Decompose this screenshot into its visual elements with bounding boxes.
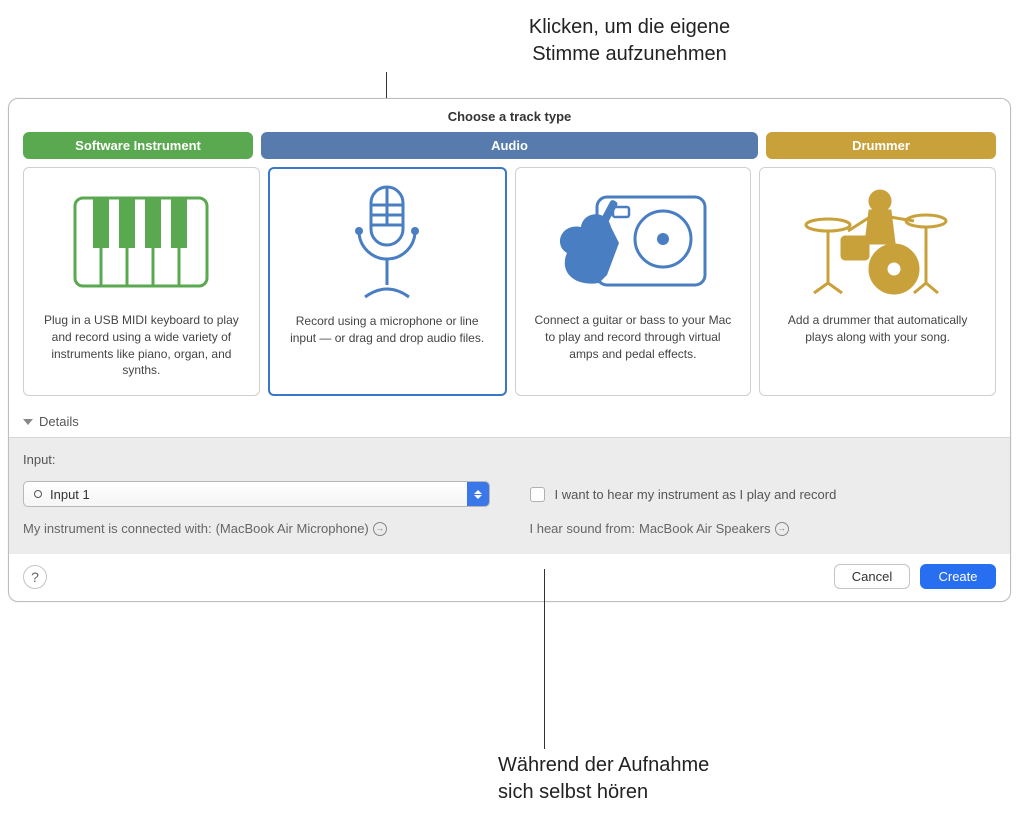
connected-device: (MacBook Air Microphone) [216, 521, 369, 536]
arrow-right-icon[interactable]: → [373, 522, 387, 536]
callout-top: Klicken, um die eigeneStimme aufzunehmen [340, 14, 919, 68]
card-software-desc: Plug in a USB MIDI keyboard to play and … [38, 312, 245, 379]
monitor-checkbox[interactable] [530, 487, 545, 502]
hear-prefix: I hear sound from: [530, 521, 636, 536]
hear-device: MacBook Air Speakers [639, 521, 771, 536]
input-select-value: Input 1 [50, 487, 90, 502]
microphone-icon [337, 183, 437, 303]
card-guitar-desc: Connect a guitar or bass to your Mac to … [530, 312, 737, 362]
keyboard-icon [71, 182, 211, 302]
monitor-label: I want to hear my instrument as I play a… [555, 487, 837, 502]
card-microphone[interactable]: Record using a microphone or line input … [268, 167, 507, 396]
tab-audio[interactable]: Audio [261, 132, 758, 159]
cancel-button[interactable]: Cancel [834, 564, 910, 589]
input-mono-icon [34, 490, 42, 498]
card-drummer-desc: Add a drummer that automatically plays a… [774, 312, 981, 346]
track-type-tabs: Software Instrument Audio Drummer [9, 132, 1010, 167]
arrow-right-icon[interactable]: → [775, 522, 789, 536]
drummer-icon [798, 182, 958, 302]
card-drummer[interactable]: Add a drummer that automatically plays a… [759, 167, 996, 396]
create-button[interactable]: Create [920, 564, 996, 589]
card-guitar[interactable]: Connect a guitar or bass to your Mac to … [515, 167, 752, 396]
stepper-icon [467, 482, 489, 506]
chevron-down-icon [23, 419, 33, 425]
help-button[interactable]: ? [23, 565, 47, 589]
input-label: Input: [23, 452, 490, 467]
details-panel: Input: Input 1 I want to hear my instrum… [9, 437, 1010, 554]
track-type-cards: Plug in a USB MIDI keyboard to play and … [9, 167, 1010, 408]
callout-line-bottom [544, 569, 545, 749]
tab-software-instrument[interactable]: Software Instrument [23, 132, 253, 159]
connected-prefix: My instrument is connected with: [23, 521, 212, 536]
tab-drummer[interactable]: Drummer [766, 132, 996, 159]
dialog-footer: ? Cancel Create [9, 554, 1010, 601]
monitor-checkbox-row[interactable]: I want to hear my instrument as I play a… [530, 481, 997, 507]
dialog-title: Choose a track type [9, 99, 1010, 132]
details-label: Details [39, 414, 79, 429]
card-software-instrument[interactable]: Plug in a USB MIDI keyboard to play and … [23, 167, 260, 396]
details-disclosure[interactable]: Details [9, 408, 1010, 437]
new-track-dialog: Choose a track type Software Instrument … [8, 98, 1011, 602]
input-select[interactable]: Input 1 [23, 481, 490, 507]
guitar-icon [553, 182, 713, 302]
card-microphone-desc: Record using a microphone or line input … [284, 313, 491, 347]
callout-bottom: Während der Aufnahmesich selbst hören [498, 752, 709, 806]
